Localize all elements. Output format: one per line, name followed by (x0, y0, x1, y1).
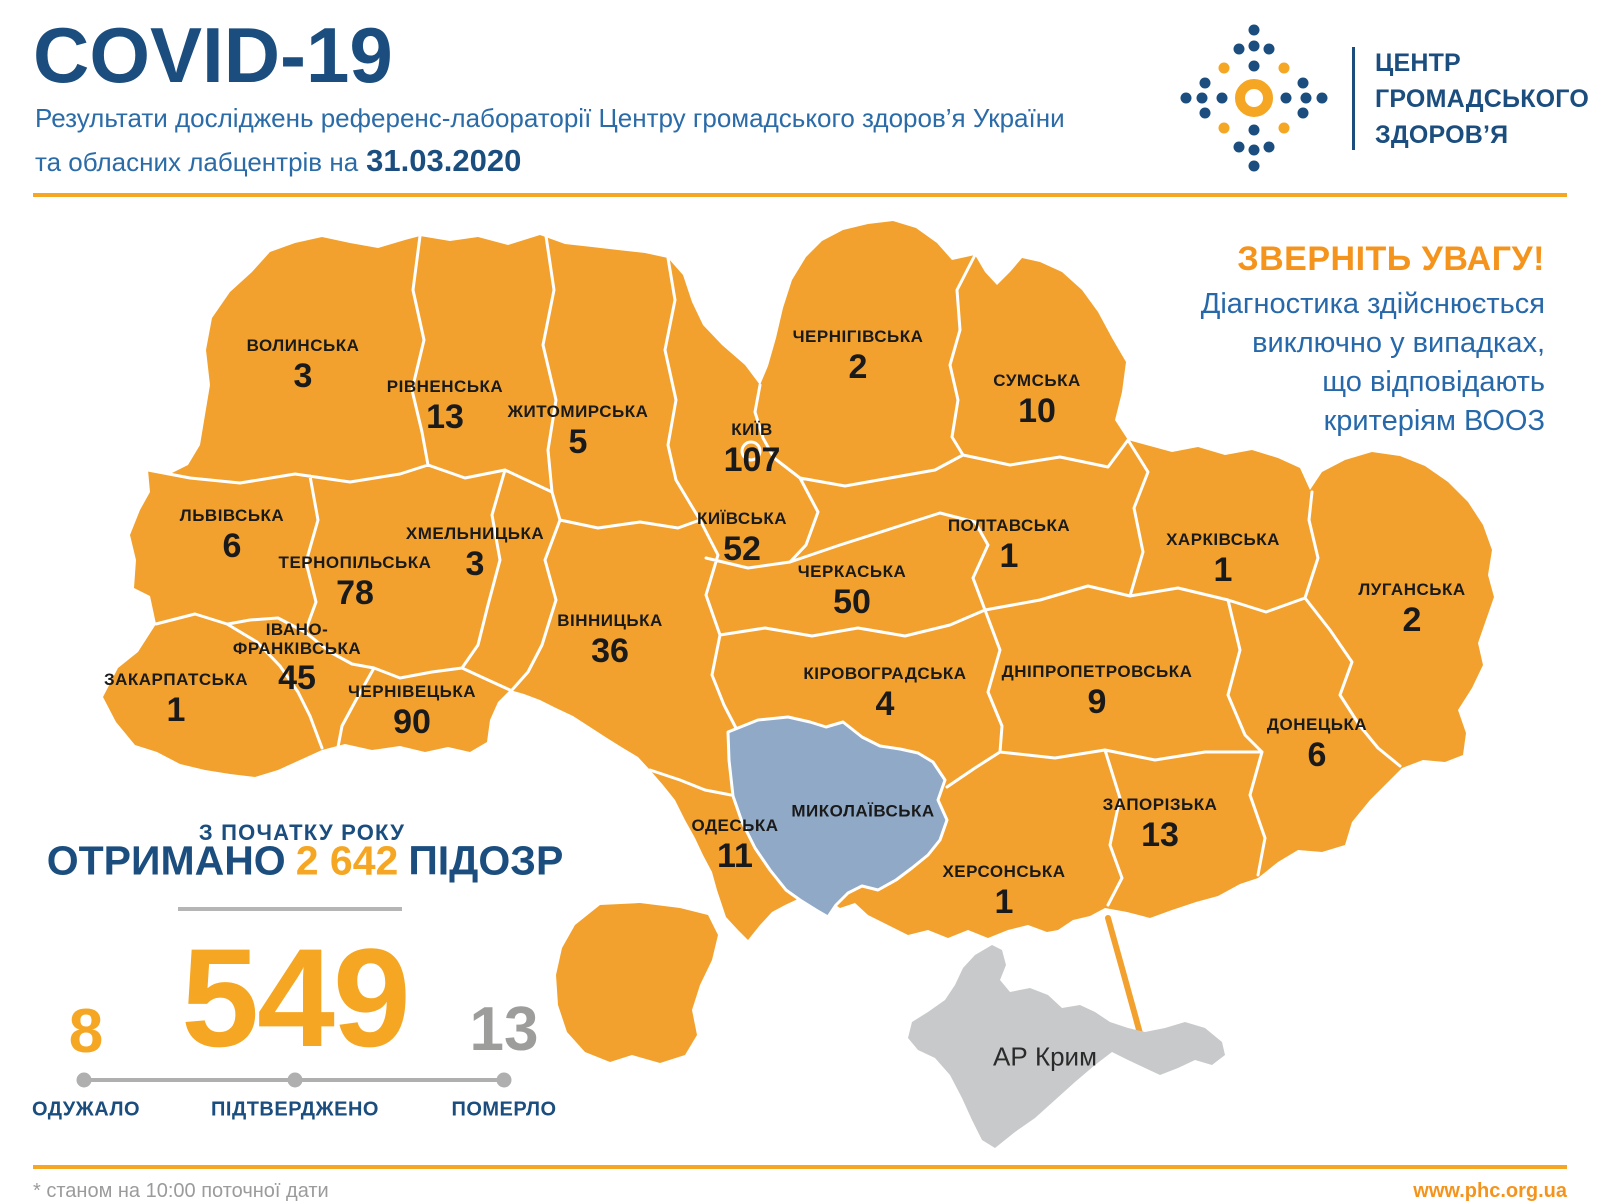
kyiv-city-marker (740, 440, 762, 462)
logo-wordmark: ЦЕНТР ГРОМАДСЬКОГО ЗДОРОВ’Я (1375, 45, 1589, 153)
subtitle-line-2-text: та обласних лабцентрів на (35, 147, 359, 177)
logo-line-3: ЗДОРОВ’Я (1375, 121, 1509, 149)
logo-divider (1352, 47, 1355, 150)
died-label: ПОМЕРЛО (451, 1098, 557, 1121)
oblast-borders (146, 234, 1402, 907)
phc-logo-icon (1180, 24, 1328, 172)
notice-line: критеріям ВООЗ (1323, 405, 1545, 437)
footer-divider (33, 1165, 1567, 1169)
recovered-dot (76, 1072, 92, 1088)
received-suffix: ПІДОЗР (408, 837, 564, 884)
website-link[interactable]: www.phc.org.ua (1413, 1180, 1567, 1201)
stats-divider (178, 907, 402, 911)
received-suspicions-line: ОТРИМАНО 2 642 ПІДОЗР (47, 838, 564, 885)
received-prefix: ОТРИМАНО (46, 837, 286, 884)
received-value: 2 642 (295, 837, 399, 884)
died-count: 13 (469, 995, 539, 1064)
confirmed-dot (287, 1072, 303, 1088)
mainland-shape (103, 221, 1494, 940)
recovered-label: ОДУЖАЛО (31, 1098, 141, 1121)
notice-title: ЗВЕРНІТЬ УВАГУ! (1237, 240, 1545, 278)
notice-line: що відповідають (1322, 366, 1545, 398)
header-divider (33, 193, 1567, 197)
recovered-count: 8 (68, 997, 104, 1066)
report-date: 31.03.2020 (366, 143, 522, 178)
subtitle-line-1: Результати досліджень референс-лаборатор… (35, 103, 1065, 133)
page-title: COVID-19 (33, 11, 393, 99)
footer-note: * станом на 10:00 поточної дати (33, 1180, 329, 1201)
notice-line: Діагностика здійснюється (1200, 288, 1545, 320)
subtitle-line-2: та обласних лабцентрів на 31.03.2020 (35, 143, 521, 179)
attention-notice: ЗВЕРНІТЬ УВАГУ! Діагностика здійснюється… (1065, 240, 1545, 441)
crimea-region-shape (908, 945, 1225, 1148)
period-label: З ПОЧАТКУ РОКУ (198, 820, 406, 845)
confirmed-label: ПІДТВЕРДЖЕНО (211, 1098, 379, 1121)
died-dot (496, 1072, 512, 1088)
confirmed-count: 549 (181, 919, 411, 1076)
logo-line-1: ЦЕНТР (1375, 49, 1461, 77)
budjak-shape (556, 903, 718, 1063)
notice-line: виключно у випадках, (1252, 327, 1545, 359)
logo-line-2: ГРОМАДСЬКОГО (1375, 85, 1589, 113)
mykolaiv-region-shape (726, 715, 949, 919)
